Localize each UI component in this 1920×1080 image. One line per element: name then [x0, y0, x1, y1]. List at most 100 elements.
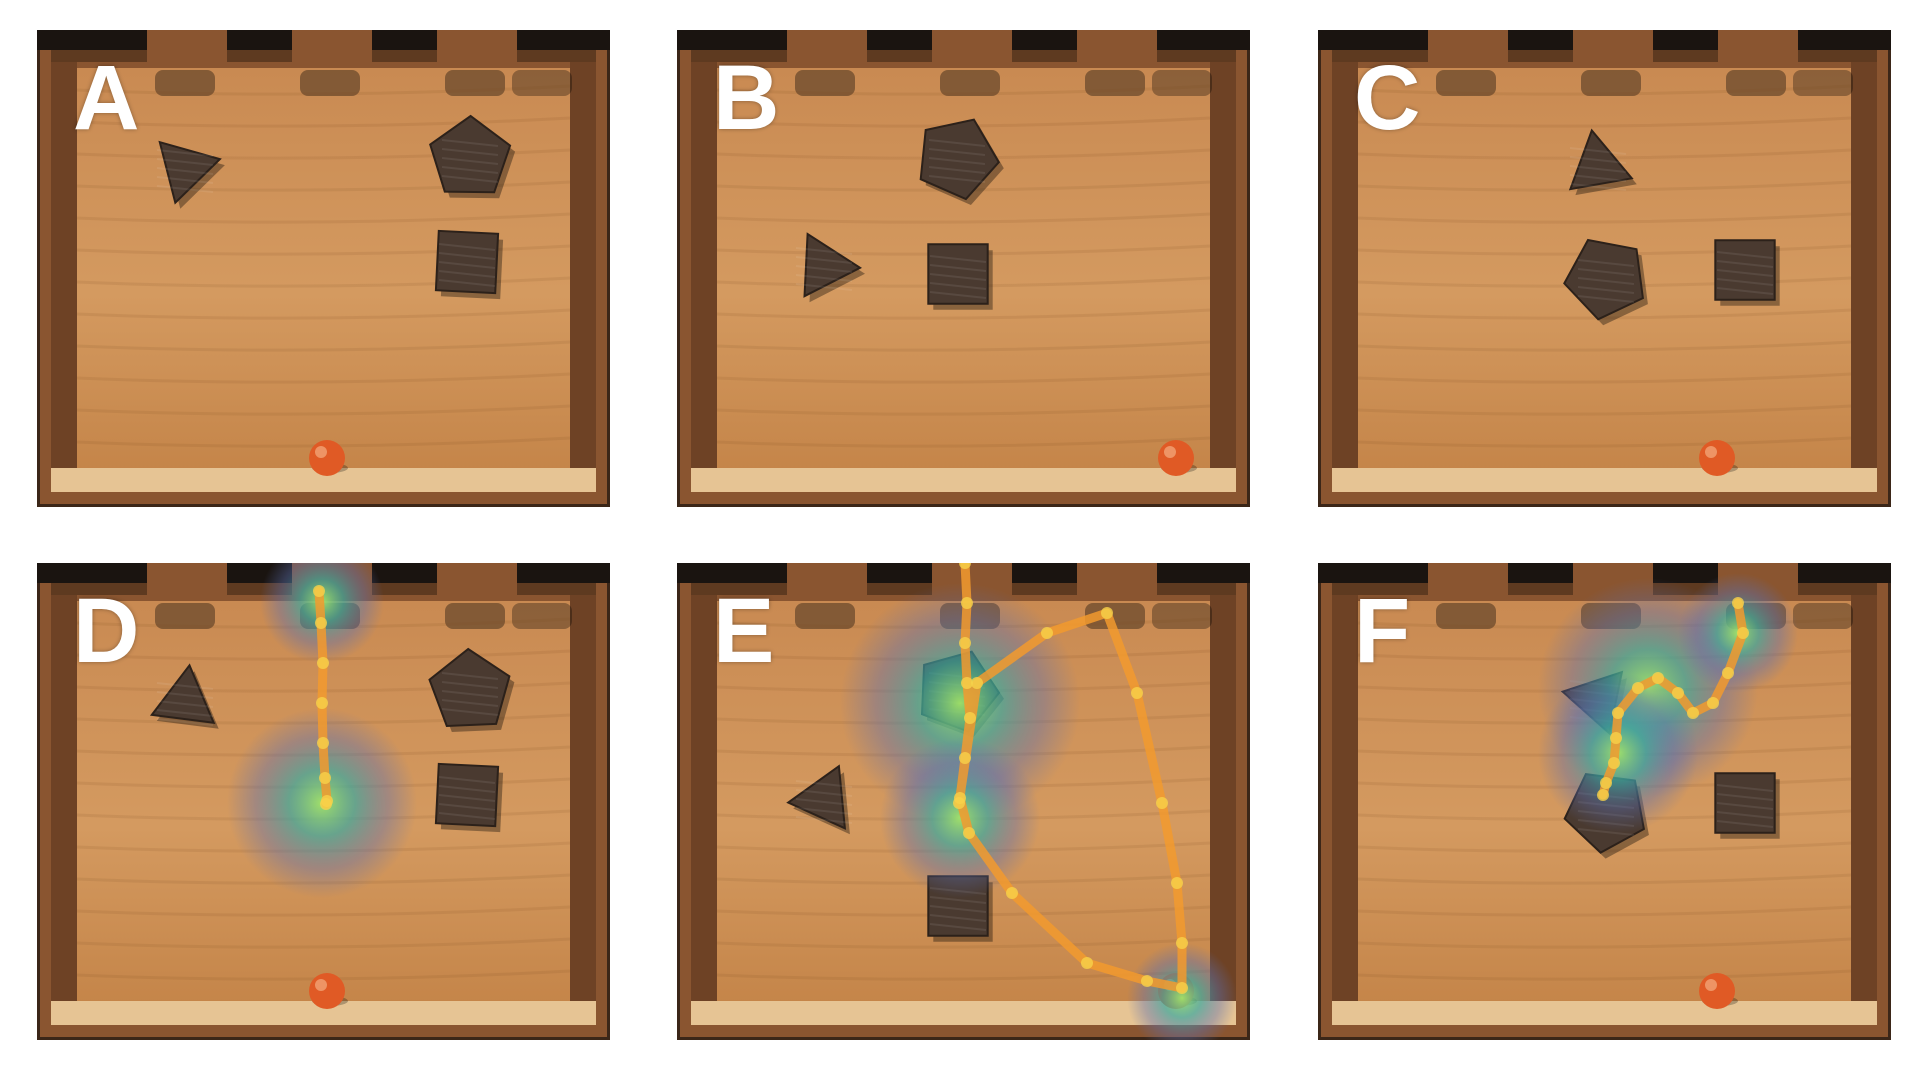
- slot-shadow: [1726, 70, 1786, 96]
- gaze-point: [1608, 757, 1620, 769]
- gaze-point: [320, 798, 332, 810]
- panel-label-b: B: [713, 47, 780, 149]
- gaze-point: [964, 712, 976, 724]
- top-tab: [1428, 563, 1508, 595]
- slot-shadow: [445, 70, 505, 96]
- slot-shadow: [795, 603, 855, 629]
- ball: [1699, 440, 1735, 476]
- pentagon-block: [919, 118, 1004, 205]
- gaze-point: [315, 617, 327, 629]
- gaze-point: [317, 657, 329, 669]
- bottom-ledge: [1332, 468, 1877, 492]
- ball: [309, 973, 345, 1009]
- gaze-point: [316, 697, 328, 709]
- slot-shadow: [1085, 70, 1145, 96]
- triangle-block: [795, 232, 865, 303]
- square-block: [434, 229, 504, 300]
- ball: [1699, 973, 1735, 1009]
- gaze-point: [1737, 627, 1749, 639]
- top-tab: [1573, 30, 1653, 62]
- gaze-point: [1707, 697, 1719, 709]
- slot-shadow: [1436, 70, 1496, 96]
- board-c: [1318, 30, 1891, 507]
- gaze-point: [1176, 937, 1188, 949]
- square-block: [927, 243, 993, 310]
- heat-blob: [840, 583, 1080, 823]
- heat-blob: [880, 738, 1040, 898]
- panel-label-d: D: [73, 580, 140, 682]
- gaze-point: [959, 752, 971, 764]
- board-a: [37, 30, 610, 507]
- board-f: [1318, 563, 1891, 1040]
- gaze-point: [1081, 957, 1093, 969]
- panel-label-e: E: [713, 580, 775, 682]
- gaze-point: [313, 585, 325, 597]
- gaze-point: [1632, 682, 1644, 694]
- bottom-ledge: [691, 468, 1236, 492]
- triangle-block: [149, 663, 219, 729]
- gaze-point: [1652, 672, 1664, 684]
- gaze-point: [1041, 627, 1053, 639]
- gaze-point: [317, 737, 329, 749]
- top-tab: [1428, 30, 1508, 62]
- panel-label-a: A: [73, 47, 140, 149]
- gaze-point: [971, 677, 983, 689]
- gaze-point: [1171, 877, 1183, 889]
- gaze-point: [1610, 732, 1622, 744]
- gaze-point: [959, 637, 971, 649]
- panel-label-f: F: [1354, 580, 1411, 682]
- bottom-ledge: [1332, 1001, 1877, 1025]
- gaze-point: [1597, 789, 1609, 801]
- gaze-point: [1006, 887, 1018, 899]
- gaze-point: [1672, 687, 1684, 699]
- slot-shadow: [155, 70, 215, 96]
- top-tab: [932, 30, 1012, 62]
- gaze-heatmap: [1538, 573, 1798, 833]
- slot-shadow: [300, 70, 360, 96]
- slot-shadow: [795, 70, 855, 96]
- triangle-block: [156, 140, 225, 209]
- gaze-heatmap: [227, 563, 417, 898]
- gaze-point: [1732, 597, 1744, 609]
- gaze-heatmap: [840, 563, 1237, 1040]
- pentagon-block: [1563, 238, 1648, 326]
- top-tab: [292, 30, 372, 62]
- gaze-point: [953, 797, 965, 809]
- panel-d: D: [37, 563, 610, 1040]
- panel-label-c: C: [1354, 47, 1421, 149]
- top-tab: [437, 30, 517, 62]
- slot-shadow: [1085, 603, 1145, 629]
- square-block: [1714, 239, 1780, 306]
- gaze-point: [961, 677, 973, 689]
- gaze-point: [1722, 667, 1734, 679]
- pentagon-block: [429, 114, 516, 199]
- top-tab: [1077, 563, 1157, 595]
- gaze-point: [1687, 707, 1699, 719]
- gaze-point: [963, 827, 975, 839]
- gaze-point: [1156, 797, 1168, 809]
- slot-shadow: [1436, 603, 1496, 629]
- top-tab: [787, 30, 867, 62]
- square-block: [434, 762, 504, 833]
- square-block: [1714, 772, 1780, 839]
- ball: [309, 440, 345, 476]
- panel-f: F: [1318, 563, 1891, 1040]
- slot-shadow: [445, 603, 505, 629]
- triangle-block: [1568, 128, 1637, 196]
- panel-a: A: [37, 30, 610, 507]
- gaze-point: [1101, 607, 1113, 619]
- slot-shadow: [1581, 70, 1641, 96]
- board-b: [677, 30, 1250, 507]
- board-d: [37, 563, 610, 1040]
- top-tab: [147, 563, 227, 595]
- gaze-point: [1131, 687, 1143, 699]
- triangle-block: [786, 764, 853, 835]
- top-tab: [437, 563, 517, 595]
- top-tab: [147, 30, 227, 62]
- board-e: [677, 563, 1250, 1040]
- gaze-point: [1612, 707, 1624, 719]
- ball: [1158, 440, 1194, 476]
- panel-b: B: [677, 30, 1250, 507]
- gaze-point: [1176, 982, 1188, 994]
